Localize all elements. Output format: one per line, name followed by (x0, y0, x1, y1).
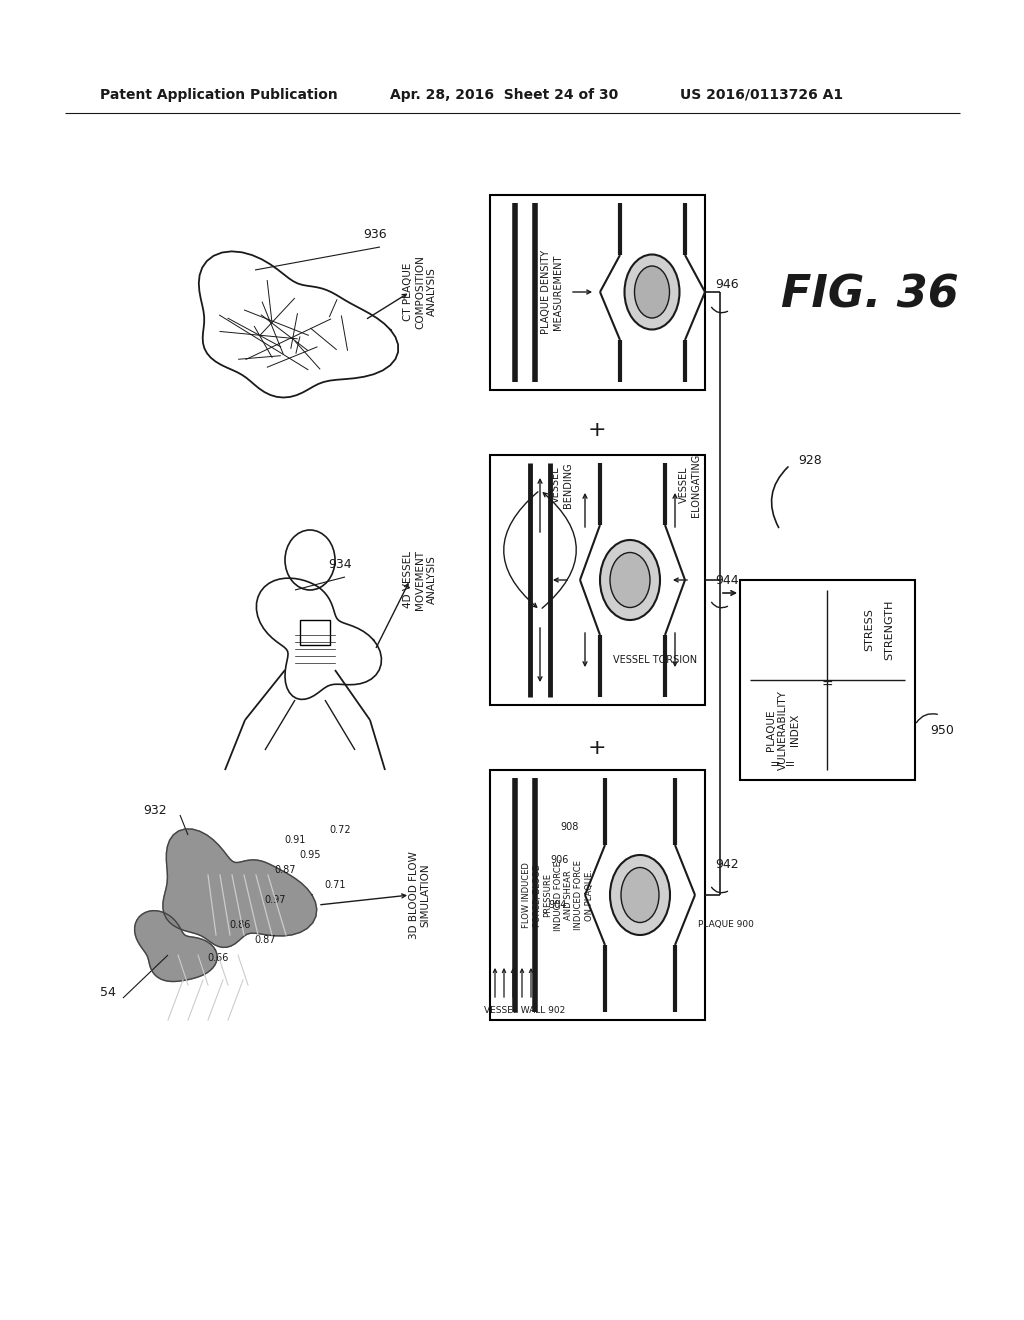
Text: 936: 936 (364, 228, 387, 242)
Ellipse shape (621, 867, 659, 923)
Text: 904: 904 (549, 900, 567, 909)
Ellipse shape (285, 531, 335, 590)
Text: 0.66: 0.66 (207, 953, 228, 964)
Ellipse shape (610, 855, 670, 935)
Text: 0.97: 0.97 (264, 895, 286, 906)
Text: STRESS: STRESS (864, 609, 874, 652)
Text: STRENGTH: STRENGTH (884, 599, 894, 660)
Text: VESSEL
BENDING: VESSEL BENDING (551, 462, 572, 508)
Bar (740, 579, 915, 780)
Bar (490, 195, 705, 389)
Text: 54: 54 (100, 986, 116, 999)
Text: =: = (821, 678, 833, 692)
Text: = =: = = (770, 759, 796, 771)
Text: 0.86: 0.86 (229, 920, 251, 931)
Text: VESSEL
ELONGATING: VESSEL ELONGATING (679, 453, 700, 516)
Text: 906: 906 (551, 855, 569, 865)
Text: 0.87: 0.87 (254, 935, 275, 945)
Text: 4D VESSEL
MOVEMENT
ANALYSIS: 4D VESSEL MOVEMENT ANALYSIS (403, 550, 436, 610)
Text: PLAQUE 900: PLAQUE 900 (698, 920, 754, 929)
Text: US 2016/0113726 A1: US 2016/0113726 A1 (680, 88, 843, 102)
Text: 908: 908 (561, 822, 580, 832)
Polygon shape (134, 911, 217, 982)
Text: CT PLAQUE
COMPOSITION
ANALYSIS: CT PLAQUE COMPOSITION ANALYSIS (403, 255, 436, 329)
Text: 932: 932 (143, 804, 167, 817)
Ellipse shape (610, 553, 650, 607)
Text: Apr. 28, 2016  Sheet 24 of 30: Apr. 28, 2016 Sheet 24 of 30 (390, 88, 618, 102)
Text: FIG. 36: FIG. 36 (781, 273, 958, 317)
Ellipse shape (635, 267, 670, 318)
Ellipse shape (600, 540, 660, 620)
Text: Patent Application Publication: Patent Application Publication (100, 88, 338, 102)
Text: 942: 942 (715, 858, 738, 871)
Text: PLAQUE DENSITY
MEASUREMENT: PLAQUE DENSITY MEASUREMENT (542, 249, 563, 334)
Text: 0.71: 0.71 (325, 880, 346, 890)
Text: 944: 944 (715, 573, 738, 586)
Text: 0.87: 0.87 (274, 865, 296, 875)
Text: 0.91: 0.91 (285, 836, 306, 845)
Text: 3D BLOOD FLOW
SIMULATION: 3D BLOOD FLOW SIMULATION (410, 851, 431, 939)
Ellipse shape (625, 255, 680, 330)
Text: VESSEL TORSION: VESSEL TORSION (613, 655, 697, 665)
Text: 950: 950 (930, 723, 954, 737)
Text: 0.72: 0.72 (329, 825, 351, 836)
Polygon shape (163, 829, 316, 948)
Text: +: + (588, 420, 606, 440)
Text: 934: 934 (328, 558, 352, 572)
Text: 946: 946 (715, 279, 738, 292)
Bar (490, 455, 705, 705)
Text: 0.95: 0.95 (299, 850, 321, 861)
Bar (490, 770, 705, 1020)
Text: +: + (588, 738, 606, 758)
Bar (300, 620, 330, 645)
Text: 928: 928 (798, 454, 822, 466)
Text: FLOW INDUCED
FORCE, BLOOD
PRESSURE
INDUCED FORCE,
AND SHEAR
INDUCED FORCE
ON PLA: FLOW INDUCED FORCE, BLOOD PRESSURE INDUC… (522, 859, 594, 931)
Text: PLAQUE
VULNERABILITY
INDEX: PLAQUE VULNERABILITY INDEX (766, 690, 800, 770)
Text: VESSEL WALL 902: VESSEL WALL 902 (484, 1006, 565, 1015)
